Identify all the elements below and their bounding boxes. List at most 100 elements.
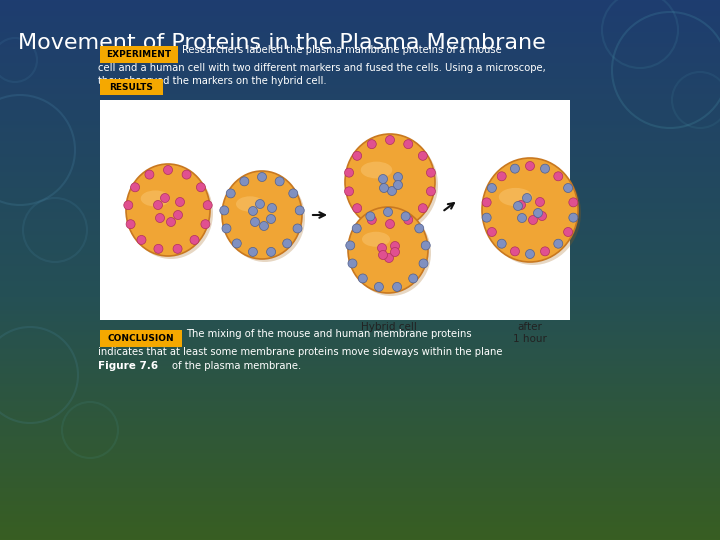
FancyBboxPatch shape [100,79,163,95]
Circle shape [379,174,387,184]
Ellipse shape [362,232,390,247]
Circle shape [390,241,400,251]
Circle shape [487,227,496,237]
FancyBboxPatch shape [100,100,570,320]
Circle shape [426,168,436,177]
Circle shape [124,201,132,210]
Circle shape [366,212,375,221]
Ellipse shape [348,207,428,293]
Text: they observed the markers on the hybrid cell.: they observed the markers on the hybrid … [98,76,327,86]
Circle shape [268,204,276,213]
Circle shape [384,207,392,217]
Ellipse shape [499,188,532,206]
Text: The mixing of the mouse and human membrane proteins: The mixing of the mouse and human membra… [186,329,472,339]
Circle shape [554,239,563,248]
Circle shape [538,212,546,220]
Circle shape [482,198,491,207]
Ellipse shape [225,174,305,262]
Ellipse shape [345,134,435,230]
Circle shape [289,189,298,198]
Text: Figure 7.6: Figure 7.6 [98,361,158,371]
Circle shape [240,177,249,186]
Circle shape [419,259,428,268]
FancyBboxPatch shape [100,46,178,63]
Circle shape [352,224,361,233]
Ellipse shape [126,164,210,256]
Circle shape [421,241,431,250]
Circle shape [161,193,169,202]
Circle shape [394,180,402,190]
Circle shape [248,206,258,215]
Circle shape [541,164,549,173]
FancyBboxPatch shape [100,330,182,347]
Ellipse shape [482,158,578,262]
Text: RESULTS: RESULTS [109,83,153,91]
Circle shape [283,239,292,248]
Circle shape [418,151,428,160]
Circle shape [367,140,377,149]
Ellipse shape [351,210,431,296]
Circle shape [222,224,231,233]
Circle shape [518,213,526,222]
Circle shape [569,213,578,222]
Circle shape [513,201,523,211]
Circle shape [415,224,424,233]
Circle shape [348,259,357,268]
Circle shape [569,198,578,207]
Text: Researchers labeled the plasma mambrane proteins of a mouse: Researchers labeled the plasma mambrane … [182,45,502,55]
Circle shape [498,172,506,181]
Circle shape [510,247,519,256]
Circle shape [173,244,182,253]
Circle shape [404,215,413,224]
Circle shape [554,172,563,181]
Circle shape [353,151,361,160]
Circle shape [293,224,302,233]
Circle shape [564,227,572,237]
Circle shape [163,165,173,174]
Circle shape [266,214,276,224]
Ellipse shape [485,161,581,265]
Circle shape [390,247,400,256]
Circle shape [190,235,199,245]
Ellipse shape [236,197,264,212]
Circle shape [536,198,544,206]
Text: after
1 hour: after 1 hour [513,322,547,345]
Circle shape [182,170,191,179]
Circle shape [385,219,395,228]
Circle shape [498,239,506,248]
Circle shape [394,172,402,181]
Circle shape [203,201,212,210]
Text: Hybrid cell: Hybrid cell [361,322,417,332]
Circle shape [516,200,526,210]
Circle shape [248,247,258,256]
Circle shape [126,220,135,228]
Circle shape [130,183,140,192]
Ellipse shape [348,137,438,233]
Circle shape [353,204,361,213]
Circle shape [379,184,389,192]
Circle shape [392,282,402,292]
Circle shape [275,177,284,186]
Circle shape [233,239,241,248]
Circle shape [256,199,264,208]
Circle shape [201,220,210,228]
Circle shape [266,247,276,256]
Circle shape [374,282,384,292]
Text: cell and a human cell with two different markers and fused the cells. Using a mi: cell and a human cell with two different… [98,63,546,73]
Circle shape [346,241,355,250]
Circle shape [367,215,377,224]
Circle shape [154,244,163,253]
Circle shape [385,136,395,145]
Text: of the plasma membrane.: of the plasma membrane. [172,361,301,371]
Circle shape [526,249,534,259]
Circle shape [197,183,205,192]
Ellipse shape [140,191,170,206]
Circle shape [401,212,410,221]
Circle shape [174,211,182,219]
Text: CONCLUSION: CONCLUSION [108,334,174,343]
Ellipse shape [129,167,213,259]
Circle shape [345,187,354,196]
Circle shape [345,168,354,177]
Circle shape [226,189,235,198]
Circle shape [220,206,229,215]
